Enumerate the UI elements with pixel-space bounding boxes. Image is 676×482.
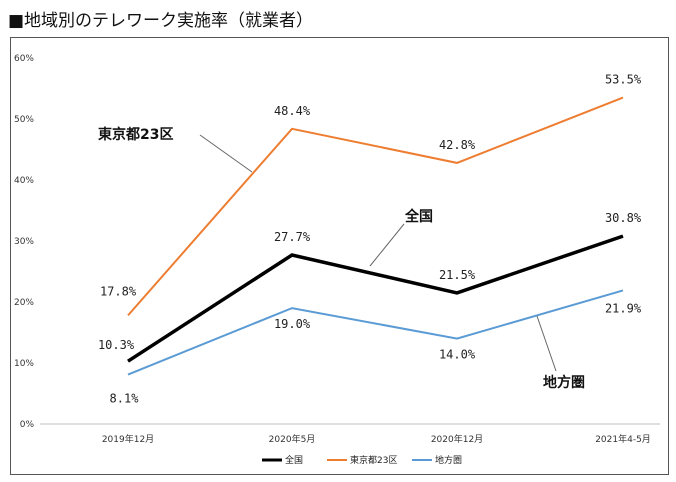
legend-entry: 東京都23区 <box>350 454 397 466</box>
x-tick-label: 2021年4-5月 <box>595 433 651 445</box>
series-line-national <box>127 234 624 363</box>
y-tick-label: 60% <box>14 54 34 64</box>
x-tick-label: 2019年12月 <box>102 433 154 445</box>
series-line-regional <box>127 289 624 376</box>
y-tick-label: 40% <box>14 176 34 186</box>
y-tick-label: 30% <box>14 237 34 247</box>
legend: 全国 東京都23区 地方圏 <box>262 454 462 466</box>
legend-entry: 全国 <box>285 454 303 466</box>
callout-label: 東京都23区 <box>98 126 173 143</box>
data-label: 30.8% <box>605 211 642 225</box>
series-lines <box>127 96 624 376</box>
chart-frame <box>10 37 669 475</box>
data-label: 21.5% <box>439 268 476 282</box>
callout-leader <box>536 315 557 372</box>
data-label: 17.8% <box>100 284 137 298</box>
y-tick-label: 50% <box>14 115 34 125</box>
x-tick-label: 2020年12月 <box>431 433 483 445</box>
axes: 0% 10% 20% 30% 40% 50% 60% 2019年12月 2020年5月 2020年… <box>14 54 660 445</box>
y-tick-label: 20% <box>14 298 34 308</box>
data-label: 19.0% <box>274 317 311 331</box>
callout-label: 地方圏 <box>543 374 585 391</box>
y-tick-label: 0% <box>20 420 35 430</box>
series-line-tokyo23 <box>127 96 624 317</box>
y-tick-label: 10% <box>14 359 34 369</box>
data-label: 48.4% <box>274 104 311 118</box>
callout-label: 全国 <box>404 208 433 225</box>
data-label: 21.9% <box>605 301 642 315</box>
page-title: ■地域別のテレワーク実施率（就業者） <box>8 11 314 31</box>
callout-leader <box>369 223 405 267</box>
callout-leader <box>199 134 253 173</box>
data-label: 42.8% <box>439 138 476 152</box>
data-label: 27.7% <box>274 230 311 244</box>
legend-entry: 地方圏 <box>435 454 462 466</box>
data-labels: 10.3% 27.7% 21.5% 30.8% 17.8% 48.4% 42.8% 53.5%… <box>98 73 642 406</box>
x-tick-label: 2020年5月 <box>269 433 316 445</box>
data-label: 53.5% <box>605 73 642 87</box>
data-label: 14.0% <box>439 348 476 362</box>
data-label: 10.3% <box>98 338 135 352</box>
data-label: 8.1% <box>110 392 140 406</box>
